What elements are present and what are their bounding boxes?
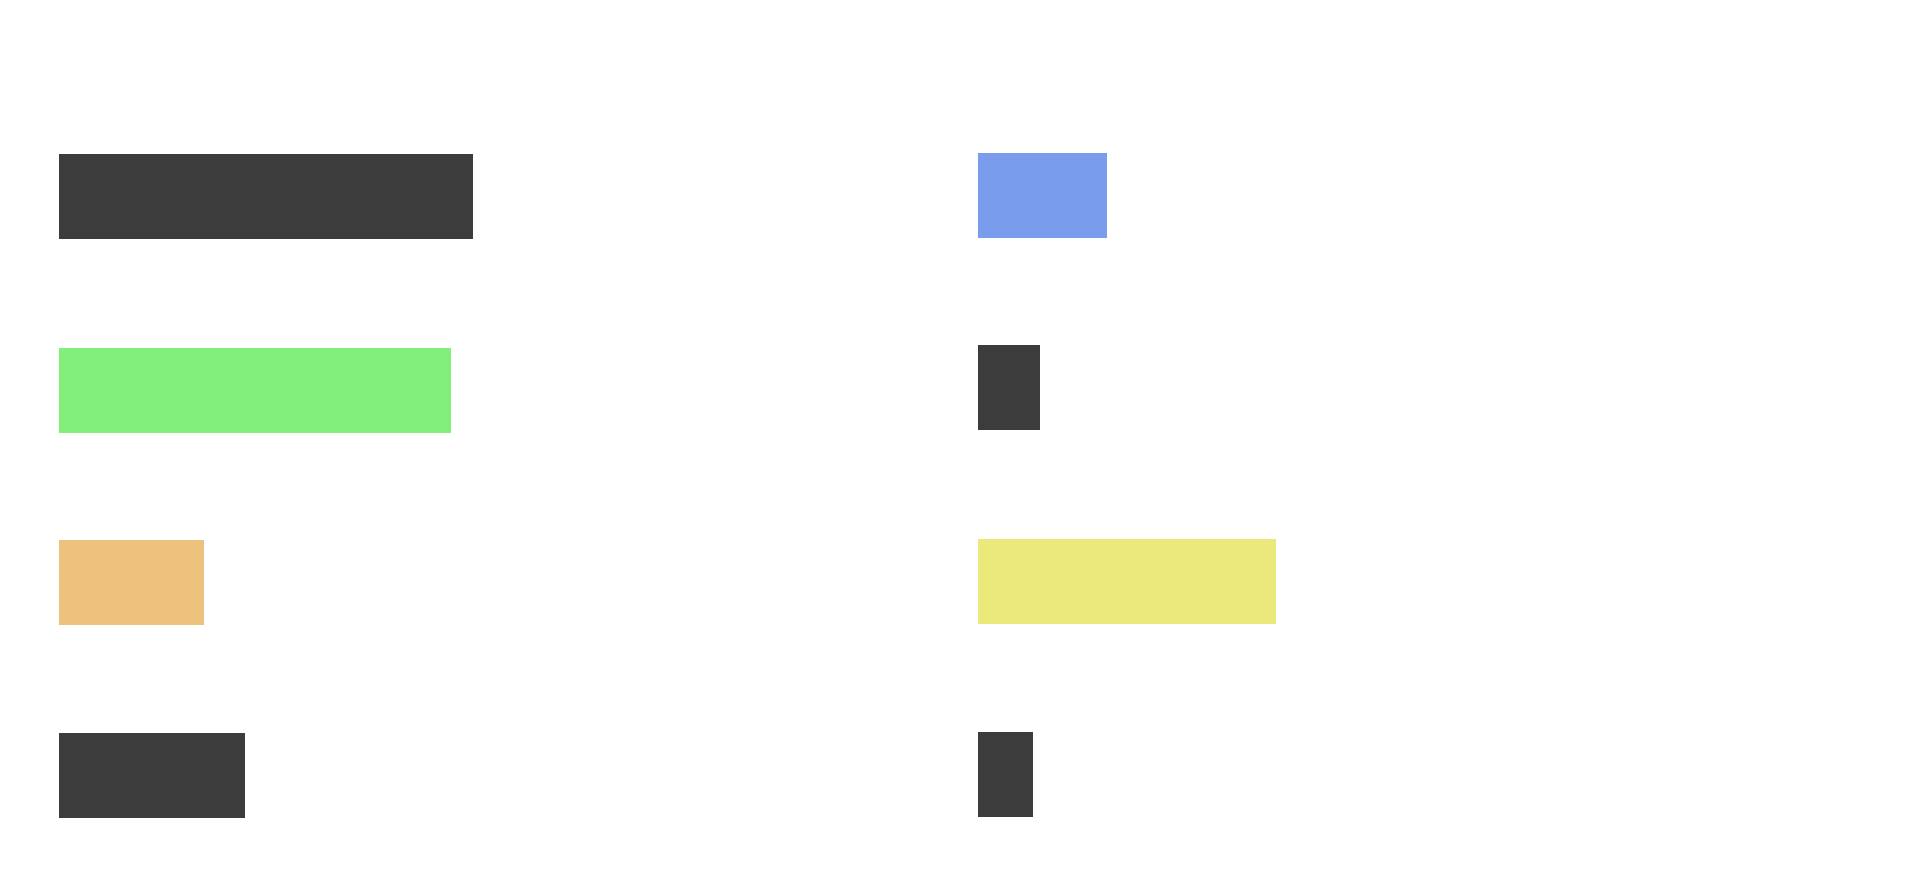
placeholder-block	[978, 345, 1040, 430]
placeholder-block	[59, 154, 473, 239]
placeholder-block	[978, 539, 1276, 624]
placeholder-block	[978, 732, 1033, 817]
placeholder-block	[59, 348, 451, 433]
placeholder-block	[59, 733, 245, 818]
placeholder-block	[59, 540, 204, 625]
placeholder-block	[978, 153, 1107, 238]
